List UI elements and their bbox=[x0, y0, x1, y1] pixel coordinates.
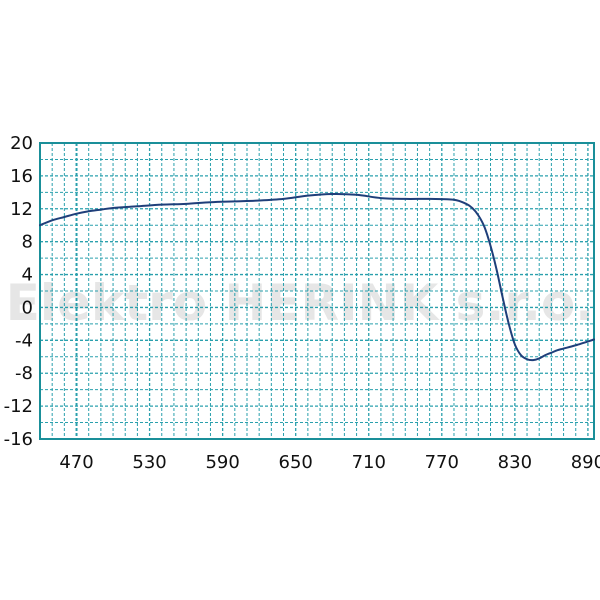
x-tick-label: 650 bbox=[279, 452, 313, 473]
y-tick-label: 16 bbox=[10, 166, 33, 187]
x-tick-label: 710 bbox=[352, 452, 386, 473]
x-tick-label: 470 bbox=[59, 452, 93, 473]
y-tick-label: -12 bbox=[4, 396, 33, 417]
y-tick-label: -4 bbox=[15, 330, 33, 351]
y-tick-label: -16 bbox=[4, 429, 33, 450]
y-tick-label: 4 bbox=[22, 265, 33, 286]
series-line bbox=[39, 192, 595, 362]
y-tick-label: 8 bbox=[22, 232, 33, 253]
x-tick-label: 590 bbox=[205, 452, 239, 473]
y-tick-label: 20 bbox=[10, 133, 33, 154]
x-tick-label: 770 bbox=[425, 452, 459, 473]
x-tick-label: 830 bbox=[498, 452, 532, 473]
x-tick-label: 890 bbox=[571, 452, 600, 473]
y-axis-ticks: 20 16 12 8 4 0 -4 -8 -12 -16 bbox=[4, 133, 33, 450]
plot-frame bbox=[39, 142, 595, 440]
series-layer bbox=[39, 192, 595, 362]
watermark-text: Elektro HERINK s.r.o. bbox=[6, 274, 595, 332]
major-gridlines bbox=[40, 143, 594, 439]
x-axis-ticks: 470 530 590 650 710 770 830 890 bbox=[59, 452, 600, 473]
y-tick-label: 12 bbox=[10, 199, 33, 220]
y-tick-label: 0 bbox=[22, 297, 33, 318]
x-tick-label: 530 bbox=[132, 452, 166, 473]
minor-gridlines bbox=[40, 143, 594, 439]
y-tick-label: -8 bbox=[15, 363, 33, 384]
